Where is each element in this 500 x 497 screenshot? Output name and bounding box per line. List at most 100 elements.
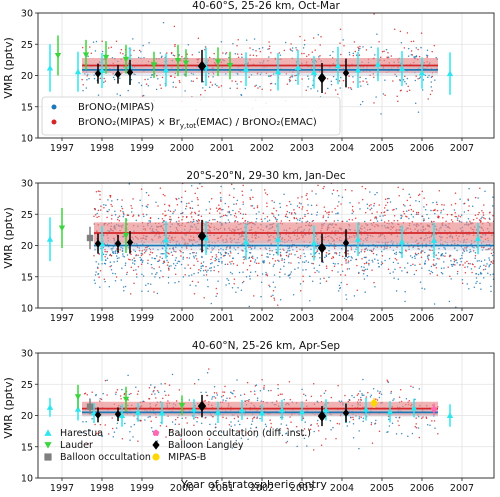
mipas-point — [124, 262, 127, 264]
mipas-point — [369, 249, 371, 251]
scaled-point — [184, 274, 186, 276]
mipas-point — [288, 249, 291, 252]
mipas-point — [284, 273, 286, 275]
scaled-point — [297, 197, 299, 199]
mipas-point — [359, 47, 361, 50]
x-tick-label: 2007 — [450, 143, 474, 154]
scaled-point — [402, 203, 405, 206]
mipas-point — [302, 269, 304, 271]
mipas-point — [470, 268, 473, 270]
scaled-point — [126, 271, 128, 274]
mipas-point — [352, 52, 355, 55]
mipas-point — [476, 260, 479, 262]
scaled-point — [444, 255, 446, 257]
mipas-point — [363, 256, 366, 259]
mipas-point — [316, 90, 319, 92]
legend-label: MIPAS-B — [168, 452, 206, 463]
mipas-point — [430, 270, 432, 273]
scaled-point — [275, 400, 278, 402]
mipas-point — [427, 217, 430, 220]
mipas-point — [291, 47, 294, 49]
mipas-point — [379, 215, 381, 217]
y-axis-label: VMR (pptv) — [2, 377, 15, 439]
scaled-point — [335, 252, 338, 255]
mipas-point — [193, 255, 195, 258]
scaled-point — [219, 212, 221, 214]
mipas-point — [247, 438, 249, 441]
mipas-point — [466, 283, 469, 285]
scaled-point — [144, 246, 147, 249]
mipas-point — [102, 246, 105, 249]
scaled-point — [386, 197, 389, 200]
mipas-point — [358, 416, 361, 418]
scaled-point — [229, 255, 231, 257]
mipas-point — [330, 83, 333, 86]
mipas-point — [224, 73, 227, 75]
scaled-point — [476, 217, 478, 219]
scaled-point — [146, 246, 148, 249]
mipas-point — [260, 295, 262, 298]
x-tick-label: 1999 — [130, 483, 154, 494]
mipas-point — [404, 80, 406, 83]
mipas-point — [349, 416, 352, 418]
scaled-point — [163, 261, 166, 264]
mipas-point — [442, 254, 444, 257]
mipas-point — [161, 257, 164, 260]
mipas-point — [213, 395, 215, 398]
mipas-point — [108, 208, 110, 211]
scaled-point — [233, 214, 236, 217]
scaled-point — [234, 395, 236, 398]
mipas-point — [114, 251, 116, 253]
scaled-point — [203, 296, 205, 299]
scaled-point — [345, 260, 347, 262]
mipas-point — [256, 397, 259, 399]
scaled-point — [272, 257, 274, 260]
x-tick-label: 1998 — [90, 483, 114, 494]
scaled-point — [489, 247, 491, 250]
mipas-point — [88, 77, 90, 80]
scaled-point — [448, 255, 451, 258]
scaled-point — [149, 217, 152, 219]
mipas-point — [376, 33, 378, 35]
mipas-point — [461, 279, 464, 281]
mipas-point — [360, 265, 363, 268]
mipas-point — [141, 205, 144, 207]
scaled-point — [94, 213, 97, 216]
mipas-point — [256, 416, 259, 418]
scaled-point — [103, 207, 105, 209]
scaled-point — [365, 49, 368, 51]
mipas-point — [116, 257, 119, 260]
scaled-point — [249, 246, 252, 248]
mipas-point — [180, 263, 183, 266]
mipas-point — [338, 201, 340, 203]
mipas-point — [147, 262, 149, 265]
mipas-point — [315, 247, 317, 249]
scaled-point — [193, 251, 195, 254]
scaled-point — [166, 52, 168, 54]
scaled-point — [352, 81, 355, 83]
mipas-point — [450, 278, 452, 280]
legend-label: BrONO₂(MIPAS) × Bry,tot(EMAC) / BrONO₂(E… — [78, 117, 317, 130]
mipas-point — [116, 260, 119, 262]
mipas-point — [273, 274, 276, 276]
mipas-point — [275, 248, 277, 251]
scaled-point — [443, 204, 445, 206]
mipas-point — [429, 424, 431, 426]
mipas-point — [419, 281, 422, 283]
mipas-point — [426, 54, 428, 56]
mipas-point — [290, 271, 293, 273]
scaled-point — [315, 204, 318, 206]
scaled-point — [431, 50, 433, 53]
mipas-point — [451, 265, 454, 267]
mipas-point — [273, 215, 275, 217]
scaled-point — [256, 206, 259, 209]
mipas-point — [93, 74, 95, 76]
scaled-point — [475, 176, 477, 178]
mipas-point — [366, 249, 369, 251]
mipas-point — [376, 191, 378, 194]
data-point — [150, 62, 158, 69]
mipas-point — [474, 257, 476, 259]
scaled-point — [159, 84, 161, 86]
mipas-point — [476, 280, 478, 283]
mipas-point — [171, 421, 174, 423]
